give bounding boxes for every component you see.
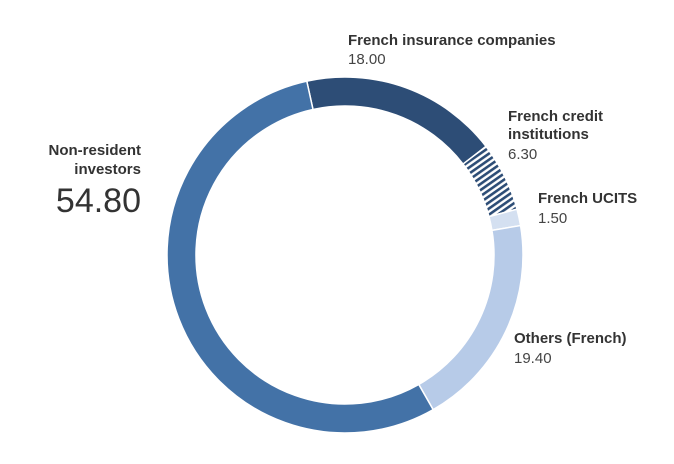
value-french-credit-institutions: 6.30	[508, 146, 537, 163]
donut-slice-french-insurance-companies	[305, 76, 488, 166]
label-non-resident-investors-line1: Non-resident	[48, 142, 141, 159]
label-french-credit-institutions-line2: institutions	[508, 126, 589, 143]
donut-slice-others-french	[417, 224, 524, 411]
value-non-resident-investors: 54.80	[56, 182, 141, 220]
value-others-french: 19.40	[514, 350, 552, 367]
label-french-ucits: French UCITS	[538, 190, 637, 207]
donut-slices	[166, 76, 524, 434]
label-non-resident-investors-line2: investors	[74, 161, 141, 178]
value-french-insurance-companies: 18.00	[348, 51, 386, 68]
value-french-ucits: 1.50	[538, 210, 567, 227]
label-others-french: Others (French)	[514, 330, 627, 347]
donut-slice-non-resident-investors	[166, 80, 435, 434]
label-french-credit-institutions-line1: French credit	[508, 108, 603, 125]
label-french-insurance-companies: French insurance companies	[348, 32, 556, 49]
